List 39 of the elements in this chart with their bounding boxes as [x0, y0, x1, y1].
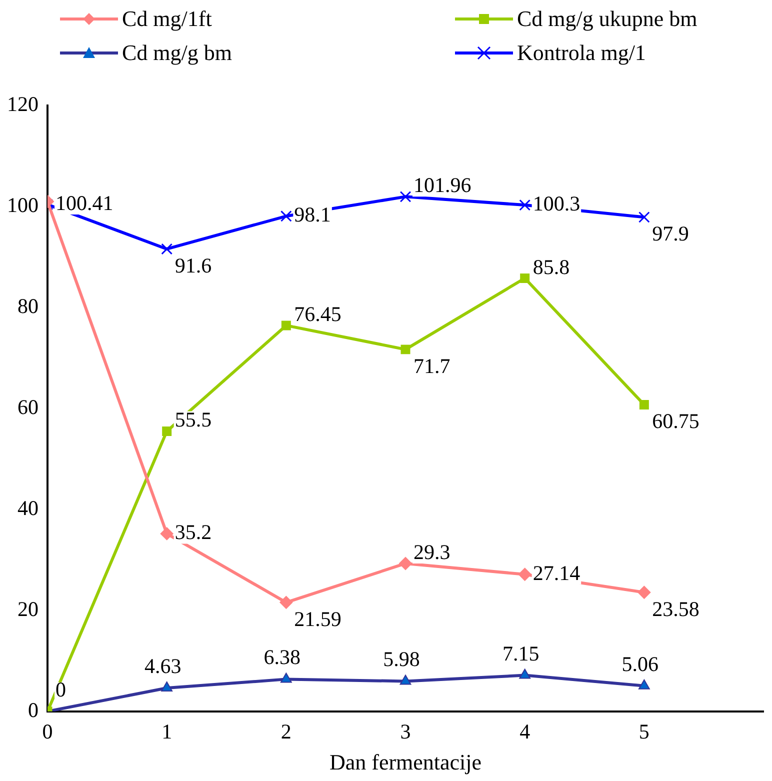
data-label: 60.75 [652, 409, 700, 434]
x-tick-label: 1 [162, 720, 172, 744]
data-label: 23.58 [652, 596, 700, 621]
legend-label: Cd mg/1ft [122, 6, 212, 32]
data-label: 91.6 [174, 253, 212, 278]
data-label: 4.63 [144, 654, 182, 678]
data-label: 21.59 [294, 606, 342, 631]
data-label: 0 [56, 677, 66, 702]
y-tick-label: 20 [18, 596, 38, 621]
data-label: 101.96 [414, 173, 472, 198]
data-label: 5.06 [622, 652, 659, 676]
data-label: 76.45 [294, 302, 342, 326]
data-label: 35.2 [174, 520, 212, 544]
data-label: 6.38 [264, 645, 301, 670]
legend-label: Kontrola mg/1 [517, 40, 646, 66]
x-axis-title: Dan fermentacije [329, 750, 482, 775]
y-tick-label: 0 [28, 698, 38, 722]
legend-label: Cd mg/g ukupne bm [517, 6, 698, 32]
data-label: 7.15 [502, 641, 540, 666]
data-label: 5.98 [383, 647, 420, 672]
legend-label: Cd mg/g bm [122, 40, 232, 66]
data-label: 98.1 [294, 202, 331, 227]
y-tick-label: 100 [7, 193, 38, 218]
x-tick-label: 4 [520, 720, 531, 744]
data-label: 100.3 [532, 192, 580, 216]
x-tick-label: 5 [638, 720, 650, 744]
y-tick-label: 40 [18, 496, 38, 520]
data-label: 55.5 [174, 408, 212, 432]
data-label: 85.8 [532, 254, 570, 279]
x-tick-label: 3 [400, 720, 411, 744]
y-tick-label: 80 [18, 294, 38, 318]
data-label: 100.41 [56, 191, 114, 216]
y-tick-label: 120 [7, 92, 38, 116]
data-label: 29.3 [414, 540, 450, 564]
x-tick-label: 2 [280, 720, 292, 744]
y-tick-label: 60 [18, 395, 38, 420]
data-label: 71.7 [414, 354, 450, 378]
data-label: 97.9 [652, 222, 689, 246]
data-label: 27.14 [532, 560, 581, 585]
